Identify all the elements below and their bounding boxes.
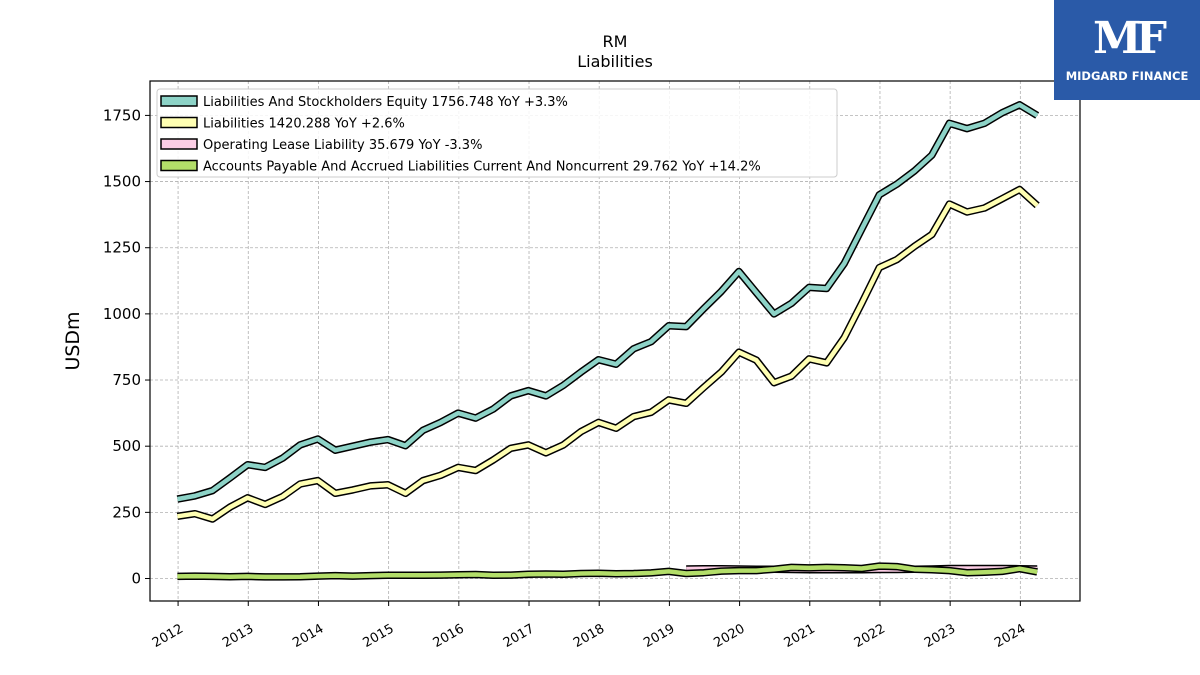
y-axis: 0 250 500 750 1000 1250 1500 1750 bbox=[103, 106, 150, 588]
x-tick-label: 2017 bbox=[501, 621, 537, 651]
logo: MF MIDGARD FINANCE bbox=[1054, 0, 1200, 100]
legend-item: Liabilities 1420.288 YoY +2.6% bbox=[160, 116, 405, 132]
y-tick-label: 750 bbox=[112, 371, 141, 389]
x-tick-label: 2019 bbox=[641, 621, 677, 651]
y-tick-label: 500 bbox=[112, 437, 141, 455]
x-axis: 2012 2013 2014 2015 2016 2017 2018 2019 2020 2021… bbox=[150, 601, 1028, 651]
series-1 bbox=[176, 101, 1040, 503]
logo-mark: MF bbox=[1093, 13, 1167, 64]
x-tick-label: 2015 bbox=[360, 621, 396, 651]
legend-swatch bbox=[160, 159, 198, 172]
x-tick-label: 2020 bbox=[711, 621, 747, 651]
series-line bbox=[177, 563, 1038, 580]
chart-subtitle: Liabilities bbox=[577, 52, 653, 71]
legend-swatch bbox=[160, 95, 198, 107]
legend-box bbox=[156, 88, 838, 178]
legend-item: Accounts Payable And Accrued Liabilities… bbox=[160, 159, 761, 175]
y-tick-label: 1250 bbox=[103, 239, 141, 257]
series-lines bbox=[176, 101, 1040, 581]
legend-label: Operating Lease Liability 35.679 YoY -3.… bbox=[203, 138, 482, 153]
legend: Liabilities And Stockholders Equity 1756… bbox=[156, 88, 838, 178]
y-tick-label: 1000 bbox=[103, 305, 141, 323]
x-tick-label: 2021 bbox=[782, 621, 818, 651]
x-tick-label: 2013 bbox=[220, 621, 256, 651]
series-line-outline bbox=[176, 185, 1040, 523]
x-tick-label: 2024 bbox=[992, 621, 1028, 651]
series-line bbox=[177, 187, 1039, 522]
legend-swatch bbox=[160, 138, 198, 150]
series-line bbox=[176, 102, 1039, 502]
x-tick-label: 2018 bbox=[571, 621, 607, 651]
legend-label: Liabilities 1420.288 YoY +2.6% bbox=[203, 117, 405, 132]
series-4 bbox=[177, 562, 1038, 581]
y-tick-label: 0 bbox=[131, 570, 141, 588]
logo-text: MIDGARD FINANCE bbox=[1065, 69, 1189, 83]
y-tick-label: 1500 bbox=[103, 173, 141, 191]
legend-label: Accounts Payable And Accrued Liabilities… bbox=[203, 160, 761, 175]
x-tick-label: 2023 bbox=[922, 621, 958, 651]
chart-title: RM bbox=[603, 32, 628, 51]
x-tick-label: 2012 bbox=[150, 621, 186, 651]
x-tick-label: 2014 bbox=[290, 621, 326, 651]
y-tick-label: 250 bbox=[112, 503, 141, 521]
y-tick-label: 1750 bbox=[103, 106, 141, 124]
plot-frame bbox=[149, 80, 1081, 602]
legend-item: Operating Lease Liability 35.679 YoY -3.… bbox=[160, 138, 482, 153]
series-2 bbox=[176, 185, 1040, 523]
y-axis-label: USDm bbox=[62, 311, 84, 370]
x-tick-label: 2016 bbox=[431, 621, 467, 651]
legend-label: Liabilities And Stockholders Equity 1756… bbox=[203, 95, 568, 110]
legend-item: Liabilities And Stockholders Equity 1756… bbox=[160, 95, 568, 110]
x-tick-label: 2022 bbox=[852, 621, 888, 651]
legend-swatch bbox=[160, 116, 198, 129]
